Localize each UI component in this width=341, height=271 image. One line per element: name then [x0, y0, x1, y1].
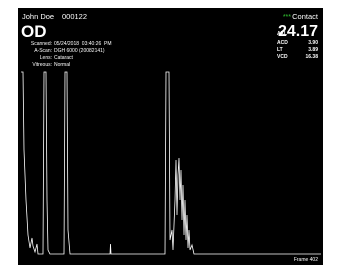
frame-label: Frame 402	[294, 257, 318, 263]
patient-name: John Doe	[22, 12, 54, 21]
info-value: 05/24/2018 03:40:26 PM	[54, 41, 112, 47]
mode-stars: ***	[283, 14, 291, 21]
info-label: A-Scan:	[34, 48, 52, 54]
info-value: DGH 6000 (20082141)	[54, 48, 105, 54]
measurement-label: LT	[277, 47, 283, 53]
page: {"header": {"patient_name": "John Doe", …	[0, 0, 341, 271]
screen: John Doe 000122 OD Scanned: 05/24/2018 0…	[0, 0, 341, 271]
measurement-value: 3.89	[308, 47, 318, 53]
measurement-value: 3.90	[308, 40, 318, 46]
mode: Contact	[292, 12, 319, 21]
measurement-value: 24.17	[278, 23, 318, 40]
info-label: Scanned:	[31, 41, 52, 47]
info-value: Cataract	[54, 55, 74, 61]
eye: OD	[21, 22, 47, 41]
info-label: Vitreous:	[32, 62, 52, 68]
patient-id: 000122	[62, 12, 87, 21]
info-value: Normal	[54, 62, 70, 68]
measurement-value: 16.38	[305, 54, 318, 60]
measurement-label: VCD	[277, 54, 288, 60]
info-label: Lens:	[40, 55, 52, 61]
measurement-label: ACD	[277, 40, 288, 46]
